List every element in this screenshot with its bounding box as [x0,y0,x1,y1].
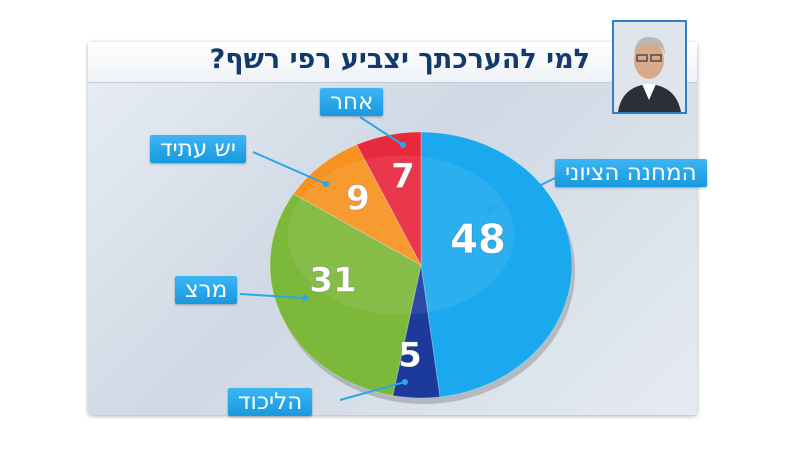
portrait-drawing [614,22,685,112]
leader-line [252,151,327,185]
leader-line [359,116,404,146]
value-label: 5 [398,336,422,376]
leader-line [339,381,406,401]
chart-title: למי להערכתך יצביע רפי רשף? [209,44,590,75]
pie-slice [392,264,441,399]
value-label: 31 [309,261,356,301]
category-label: אחר [320,88,384,116]
value-label: 48 [450,217,506,263]
category-label: יש עתיד [150,135,246,163]
leader-dot [402,379,408,385]
category-label: הליכוד [228,388,313,416]
pie-gloss [287,155,515,315]
leader-dot [400,142,406,148]
pie-slice [292,144,423,267]
portrait [612,20,687,114]
pie-slice [269,193,422,397]
value-label: 7 [391,157,415,197]
value-label: 9 [346,179,370,219]
leader-dot [323,181,329,187]
title-bar [88,42,697,83]
leader-dot [487,207,493,213]
pie-slice [420,131,573,398]
leader-line [239,293,306,299]
leader-line [489,177,556,211]
category-label: המחנה הציוני [555,159,707,187]
leader-dot [302,295,308,301]
category-label: מרצ [175,276,238,304]
